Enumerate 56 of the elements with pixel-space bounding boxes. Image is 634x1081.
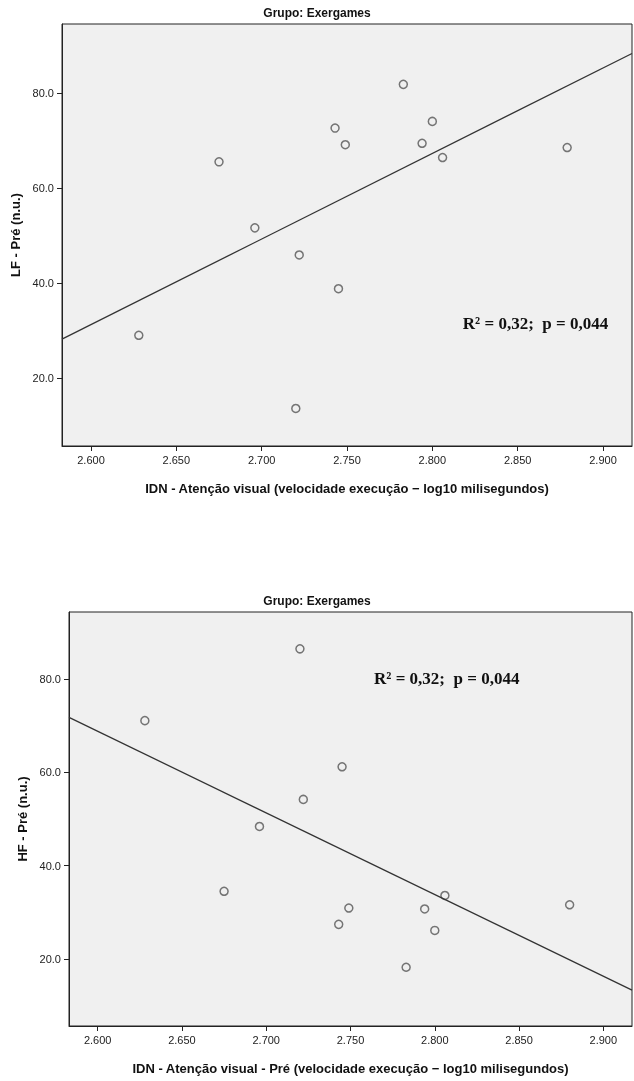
y-axis-title: LF - Pré (n.u.) <box>7 193 23 277</box>
point <box>333 919 344 930</box>
y-tick-label: 80.0 <box>32 86 54 99</box>
y-tick-label: 40.0 <box>32 277 54 289</box>
x-tick-label: 2.850 <box>503 453 532 466</box>
point <box>140 715 150 726</box>
annotation: R² = 0,32; p = 0,044 <box>374 668 520 688</box>
x-axis-title: IDN - Atenção visual - Pré (velocidade execução − log10 milisegundos) <box>132 1061 569 1076</box>
x-tick-label: 2.800 <box>418 453 447 466</box>
point <box>294 250 304 260</box>
point <box>340 139 351 150</box>
x-tick-label: 2.600 <box>77 453 105 466</box>
point <box>564 900 575 910</box>
y-tick-label: 80.0 <box>39 673 61 686</box>
point <box>330 123 340 133</box>
x-tick-label: 2.800 <box>421 1033 449 1046</box>
point <box>398 79 409 90</box>
point <box>291 403 301 414</box>
point <box>401 962 411 972</box>
point <box>337 762 347 772</box>
y-tick-label: 60.0 <box>39 766 61 779</box>
point <box>417 138 427 149</box>
point <box>214 157 224 167</box>
x-tick-label: 2.750 <box>333 453 361 466</box>
point <box>562 142 572 153</box>
point <box>430 925 440 936</box>
x-tick-label: 2.750 <box>336 1033 365 1046</box>
point <box>419 904 430 914</box>
point <box>134 330 144 341</box>
chart-title: Grupo: Exergames <box>263 6 372 20</box>
chart-title: Grupo: Exergames <box>263 594 372 608</box>
x-tick-label: 2.900 <box>589 1033 618 1046</box>
point <box>344 903 354 913</box>
x-tick-label: 2.600 <box>83 1033 112 1046</box>
x-axis-title: IDN - Atenção visual (velocidade execução − log10 milisegundos) <box>145 481 549 496</box>
y-tick-label: 20.0 <box>39 952 61 965</box>
point <box>295 644 305 654</box>
x-tick-label: 2.900 <box>589 453 617 466</box>
y-tick-label: 60.0 <box>32 181 54 194</box>
annotation: R² = 0,32; p = 0,044 <box>462 314 609 333</box>
point <box>254 821 265 832</box>
point <box>333 283 344 294</box>
x-tick-label: 2.700 <box>247 453 276 466</box>
point <box>427 116 438 127</box>
y-tick-label: 20.0 <box>32 372 54 385</box>
x-tick-label: 2.650 <box>162 453 191 466</box>
point <box>298 794 309 805</box>
y-tick-label: 40.0 <box>39 859 61 872</box>
x-tick-label: 2.850 <box>505 1033 533 1046</box>
point <box>440 890 450 901</box>
point <box>250 223 260 233</box>
point <box>437 152 448 163</box>
x-tick-label: 2.650 <box>168 1033 196 1046</box>
y-axis-title: HF - Pré (n.u.) <box>14 776 30 862</box>
x-tick-label: 2.700 <box>252 1033 280 1046</box>
point <box>219 886 229 897</box>
